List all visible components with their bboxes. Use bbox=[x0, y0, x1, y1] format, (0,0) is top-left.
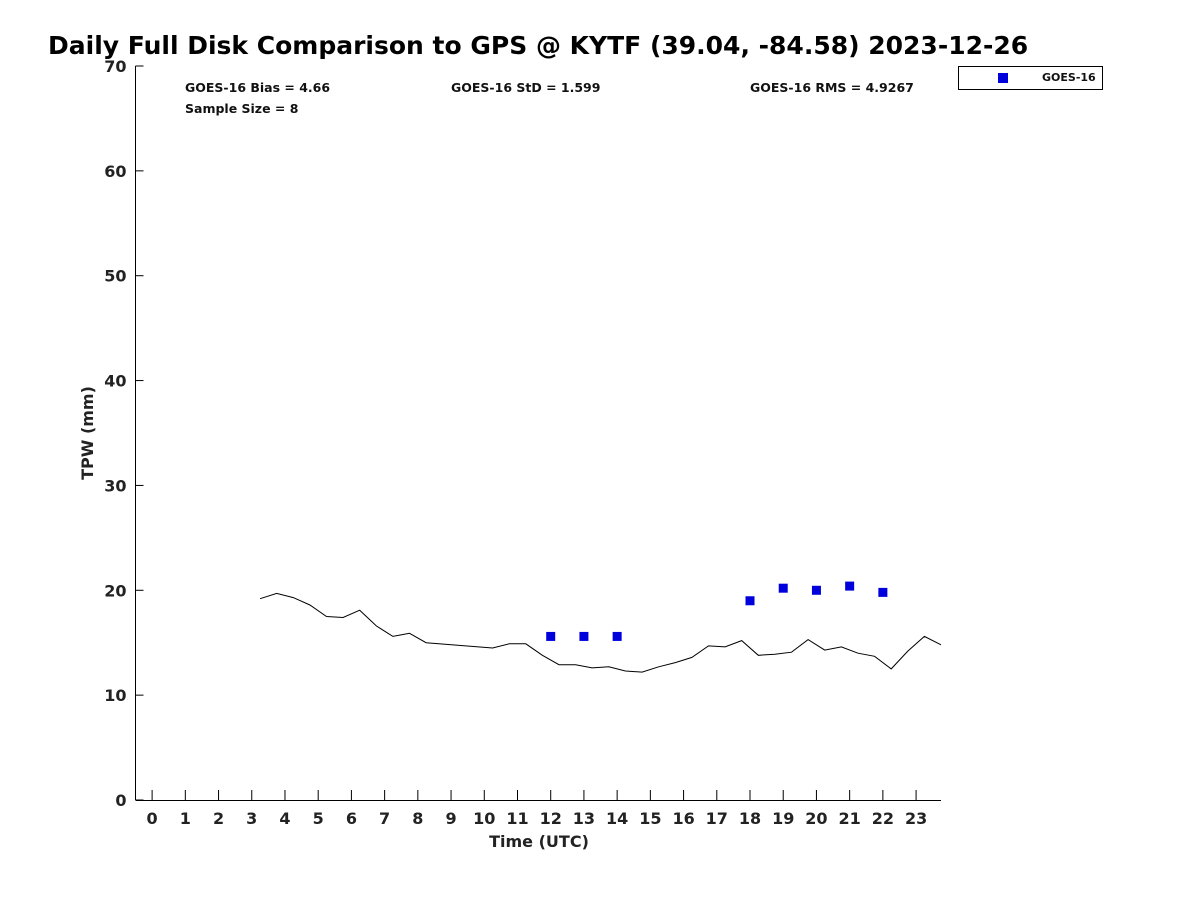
sample-size-stat: Sample Size = 8 bbox=[185, 101, 298, 116]
rms-stat: GOES-16 RMS = 4.9267 bbox=[750, 80, 914, 95]
series-layer bbox=[259, 581, 942, 673]
goes16-point bbox=[845, 581, 855, 591]
y-tick-label: 60 bbox=[104, 162, 126, 181]
y-ticks: 0 10 20 30 40 50 60 70 bbox=[104, 57, 144, 810]
goes16-point bbox=[546, 631, 556, 641]
bias-stat: GOES-16 Bias = 4.66 bbox=[185, 80, 330, 95]
y-tick-label: 50 bbox=[104, 267, 126, 286]
x-tick-label: 6 bbox=[346, 809, 357, 828]
axes bbox=[135, 66, 941, 801]
y-tick-label: 20 bbox=[104, 581, 126, 600]
x-tick-label: 16 bbox=[672, 809, 694, 828]
goes16-point bbox=[778, 583, 788, 593]
x-tick-label: 18 bbox=[739, 809, 761, 828]
y-tick-label: 0 bbox=[115, 791, 126, 810]
x-tick-label: 0 bbox=[147, 809, 158, 828]
x-tick-label: 22 bbox=[872, 809, 894, 828]
x-tick-label: 3 bbox=[246, 809, 257, 828]
gps-tpw-line bbox=[259, 592, 942, 673]
x-tick-label: 5 bbox=[313, 809, 324, 828]
x-axis-label: Time (UTC) bbox=[489, 832, 589, 851]
x-tick-label: 7 bbox=[379, 809, 390, 828]
chart-title: Daily Full Disk Comparison to GPS @ KYTF… bbox=[48, 31, 1028, 60]
x-tick-label: 21 bbox=[839, 809, 861, 828]
x-tick-label: 9 bbox=[445, 809, 456, 828]
x-tick-label: 12 bbox=[540, 809, 562, 828]
y-tick-label: 30 bbox=[104, 476, 126, 495]
y-tick-label: 70 bbox=[104, 57, 126, 76]
x-tick-label: 20 bbox=[805, 809, 827, 828]
std-stat: GOES-16 StD = 1.599 bbox=[451, 80, 600, 95]
x-tick-label: 2 bbox=[213, 809, 224, 828]
goes16-point bbox=[878, 587, 888, 597]
x-tick-label: 14 bbox=[606, 809, 628, 828]
goes16-point bbox=[612, 631, 622, 641]
goes16-point bbox=[579, 631, 589, 641]
goes16-point bbox=[745, 596, 755, 606]
x-tick-label: 17 bbox=[706, 809, 728, 828]
x-tick-label: 10 bbox=[473, 809, 495, 828]
x-tick-label: 13 bbox=[573, 809, 595, 828]
x-ticks: 0 1 2 3 4 5 6 7 8 9 10 11 12 13 14 15 16 17 18 19 20 21 22 23 bbox=[147, 790, 927, 828]
goes16-point bbox=[811, 585, 821, 595]
x-tick-label: 4 bbox=[279, 809, 290, 828]
legend-box bbox=[958, 66, 1103, 90]
x-tick-label: 11 bbox=[506, 809, 528, 828]
y-tick-label: 10 bbox=[104, 686, 126, 705]
legend-label-goes16: GOES-16 bbox=[1042, 71, 1096, 84]
y-axis-label: TPW (mm) bbox=[78, 386, 97, 480]
x-tick-label: 19 bbox=[772, 809, 794, 828]
x-tick-label: 15 bbox=[639, 809, 661, 828]
x-tick-label: 8 bbox=[412, 809, 423, 828]
x-tick-label: 23 bbox=[905, 809, 927, 828]
y-tick-label: 40 bbox=[104, 372, 126, 391]
legend: GOES-16 bbox=[958, 66, 1103, 90]
x-tick-label: 1 bbox=[180, 809, 191, 828]
legend-swatch-goes16 bbox=[998, 73, 1008, 83]
